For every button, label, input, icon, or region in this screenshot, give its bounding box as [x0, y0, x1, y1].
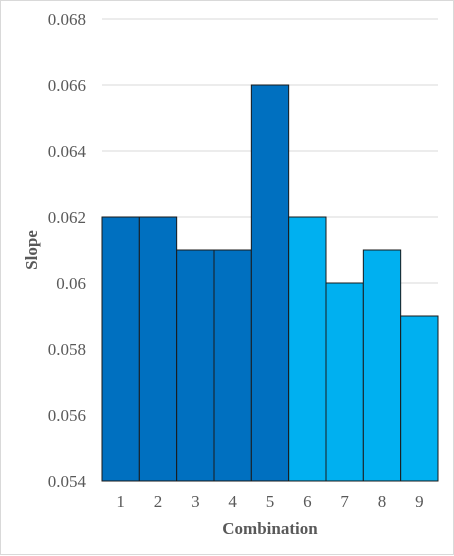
bar-4: [213, 249, 252, 482]
y-tick-label: 0.056: [48, 406, 86, 425]
x-tick-label: 8: [378, 492, 387, 511]
bar-8: [362, 249, 402, 482]
x-tick-label: 9: [415, 492, 424, 511]
x-tick-label: 1: [116, 492, 125, 511]
bar-3: [176, 249, 215, 482]
bar-9: [400, 315, 439, 482]
y-tick-label: 0.062: [48, 208, 86, 227]
y-tick-label: 0.054: [48, 472, 87, 491]
bar-6: [288, 216, 327, 482]
y-tick-label: 0.058: [48, 340, 86, 359]
y-tick-label: 0.06: [56, 274, 86, 293]
x-tick-label: 6: [303, 492, 312, 511]
x-tick-label: 2: [154, 492, 163, 511]
x-axis-label: Combination: [222, 519, 318, 538]
x-tick-label: 5: [266, 492, 275, 511]
bar-5: [250, 84, 290, 482]
x-tick-label: 4: [228, 492, 237, 511]
x-tick-label: 3: [191, 492, 200, 511]
x-tick-labels: 1 2 3 4 5 6 7 8 9: [116, 492, 423, 511]
bars: [101, 84, 439, 482]
x-tick-label: 7: [340, 492, 349, 511]
y-tick-label: 0.064: [48, 142, 87, 161]
y-tick-label: 0.068: [48, 10, 86, 29]
bar-1: [101, 216, 140, 482]
bar-2: [138, 216, 178, 482]
y-tick-label: 0.066: [48, 76, 86, 95]
y-tick-labels: 0.054 0.056 0.058 0.06 0.062 0.064 0.066 0.068: [48, 10, 87, 491]
bar-7: [325, 282, 364, 482]
y-axis-label: Slope: [22, 230, 41, 270]
